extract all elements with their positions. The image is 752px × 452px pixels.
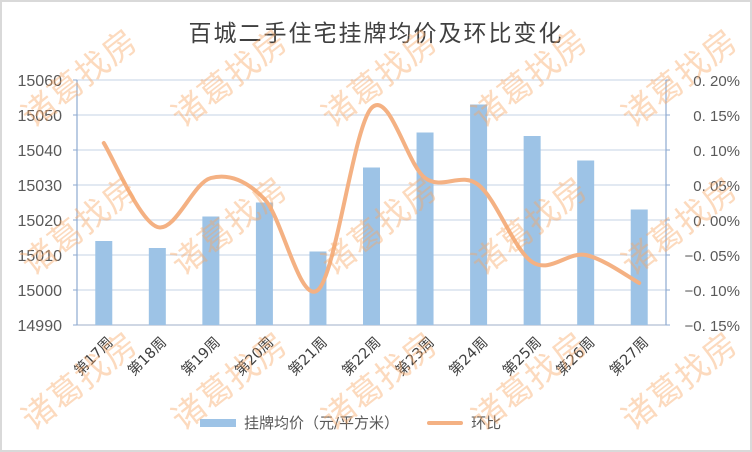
x-axis-tick-label: 第25周 — [499, 333, 545, 379]
right-axis-labels: 0. 20% 0. 15% 0. 10% 0. 05% 0. 00% −0. 05% −0.… — [685, 73, 740, 335]
left-axis-labels: 15060 15050 15040 15030 15020 15010 15000 14990 — [18, 73, 63, 335]
left-axis-tick-label: 14990 — [18, 318, 63, 335]
x-axis-tick-label: 第24周 — [445, 333, 491, 379]
right-axis-tick-label: 0. 05% — [693, 178, 740, 195]
left-axis-tick-label: 15060 — [18, 73, 63, 90]
legend-item-mom[interactable]: 环比 — [427, 412, 501, 433]
x-axis-tick-label: 第23周 — [392, 333, 438, 379]
bar — [416, 132, 434, 325]
legend-item-price[interactable]: 挂牌均价（元/平方米） — [200, 412, 399, 433]
x-axis-tick-label: 第26周 — [552, 333, 598, 379]
left-axis-tick-label: 15050 — [18, 108, 63, 125]
x-axis-tick-label: 第27周 — [606, 333, 652, 379]
bar — [630, 209, 648, 325]
left-axis-tick-label: 15010 — [18, 248, 63, 265]
bar — [255, 202, 273, 325]
left-axis-tick-label: 15040 — [18, 143, 63, 160]
x-axis-tick-label: 第17周 — [70, 333, 116, 379]
x-axis-tick-label: 第20周 — [231, 333, 277, 379]
x-axis-tick-label: 第21周 — [285, 333, 331, 379]
bar-swatch-icon — [200, 418, 236, 427]
bar — [577, 160, 595, 325]
left-axis-tick-label: 15020 — [18, 213, 63, 230]
right-axis-tick-label: 0. 20% — [693, 73, 740, 90]
bar — [523, 136, 541, 325]
bar — [148, 248, 166, 325]
right-axis-tick-label: −0. 15% — [685, 318, 740, 335]
legend-label-mom: 环比 — [471, 414, 502, 432]
line-swatch-icon — [427, 420, 464, 425]
x-axis-labels: 第17周 第18周 第19周 第20周 第21周 第22周 第23周 第24周 第25周 第26周… — [70, 333, 652, 379]
bar — [202, 216, 220, 325]
legend: 挂牌均价（元/平方米） 环比 — [200, 412, 529, 433]
bar — [363, 167, 380, 325]
bar — [95, 241, 113, 325]
right-axis-tick-label: 0. 15% — [693, 108, 740, 125]
legend-label-price: 挂牌均价（元/平方米） — [244, 414, 400, 432]
axes — [73, 79, 670, 326]
right-axis-tick-label: 0. 00% — [693, 213, 740, 230]
right-axis-tick-label: 0. 10% — [693, 143, 740, 160]
x-axis-tick-label: 第18周 — [124, 333, 170, 379]
left-axis-tick-label: 15000 — [18, 283, 63, 300]
right-axis-tick-label: −0. 05% — [685, 248, 740, 265]
line-series-mom — [101, 103, 642, 294]
right-axis-tick-label: −0. 10% — [685, 283, 740, 300]
left-axis-tick-label: 15030 — [18, 178, 63, 195]
x-axis-tick-label: 第22周 — [338, 333, 384, 379]
x-axis-tick-label: 第19周 — [177, 333, 223, 379]
chart-title: 百城二手住宅挂牌均价及环比变化 — [188, 21, 564, 47]
bar — [470, 104, 488, 325]
